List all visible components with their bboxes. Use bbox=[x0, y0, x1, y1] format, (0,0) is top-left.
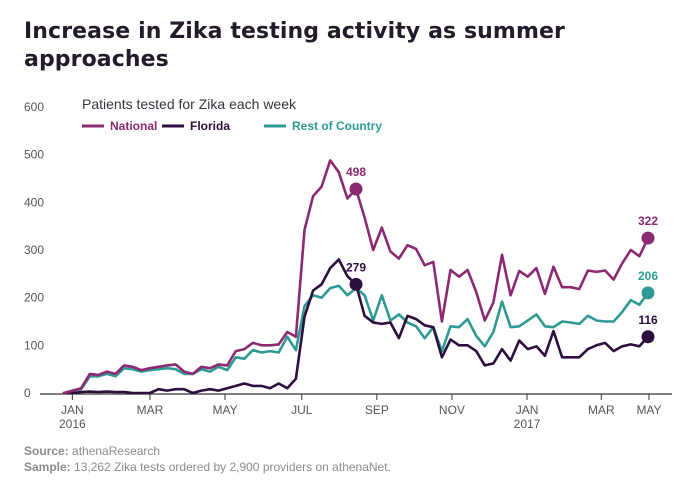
legend: Patients tested for Zika each week Nation… bbox=[82, 96, 382, 133]
legend-label-rest-of-country: Rest of Country bbox=[292, 119, 382, 133]
chart-title: Increase in Zika testing activity as sum… bbox=[24, 19, 565, 72]
y-tick-label: 100 bbox=[24, 338, 44, 352]
y-tick-label: 600 bbox=[24, 100, 44, 114]
end-label-national: 322 bbox=[638, 214, 658, 228]
y-axis-ticks: 0 100 200 300 400 500 600 bbox=[24, 100, 44, 400]
x-tick-label: MAY bbox=[636, 403, 661, 417]
x-tick-label: NOV bbox=[439, 403, 465, 417]
x-tick-label: JUL bbox=[291, 403, 313, 417]
x-tick-label: JAN bbox=[61, 403, 84, 417]
sample-label: Sample: bbox=[24, 460, 71, 474]
legend-label-florida: Florida bbox=[190, 119, 230, 133]
legend-label-national: National bbox=[110, 119, 157, 133]
y-tick-label: 200 bbox=[24, 291, 44, 305]
source-text: athenaResearch bbox=[72, 444, 161, 458]
peak-label-florida: 279 bbox=[346, 260, 366, 274]
sample-note: Sample: 13,262 Zika tests ordered by 2,9… bbox=[24, 460, 391, 474]
end-marker-rest-of-country bbox=[641, 286, 655, 300]
y-tick-label: 400 bbox=[24, 195, 44, 209]
series-line-rest-of-country bbox=[62, 284, 650, 395]
y-tick-label: 0 bbox=[24, 386, 31, 400]
x-tick-label: JAN bbox=[516, 403, 539, 417]
source-note: Source: athenaResearch bbox=[24, 444, 160, 458]
sample-text: 13,262 Zika tests ordered by 2,900 provi… bbox=[74, 460, 391, 474]
y-tick-label: 500 bbox=[24, 148, 44, 162]
x-tick-label: SEP bbox=[365, 403, 389, 417]
end-label-florida: 116 bbox=[638, 313, 658, 327]
x-tick-label: MAR bbox=[588, 403, 615, 417]
x-tick-year-label: 2017 bbox=[514, 417, 541, 431]
end-marker-national bbox=[641, 231, 655, 245]
y-tick-label: 300 bbox=[24, 243, 44, 257]
end-label-rest-of-country: 206 bbox=[638, 269, 658, 283]
chart-subtitle: Patients tested for Zika each week bbox=[82, 96, 297, 112]
source-label: Source: bbox=[24, 444, 69, 458]
x-tick-label: MAY bbox=[212, 403, 237, 417]
series-markers: 322 498 116 279 206 bbox=[346, 165, 658, 344]
peak-marker-florida bbox=[349, 277, 363, 291]
end-marker-florida bbox=[641, 330, 655, 344]
x-tick-year-label: 2016 bbox=[59, 417, 86, 431]
peak-marker-national bbox=[349, 182, 363, 196]
peak-label-national: 498 bbox=[346, 165, 366, 179]
x-tick-label: MAR bbox=[137, 403, 164, 417]
